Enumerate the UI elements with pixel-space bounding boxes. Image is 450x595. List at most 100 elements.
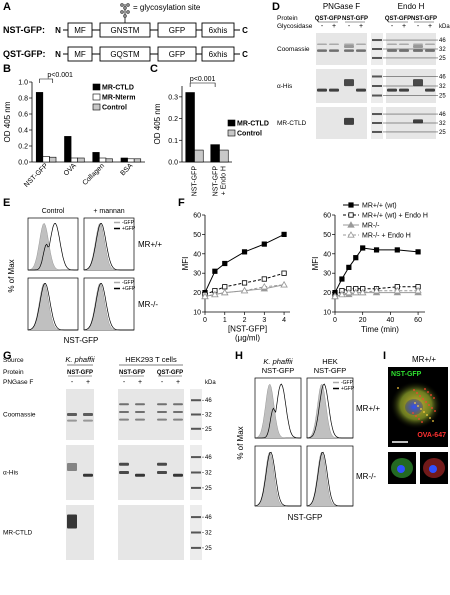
vesicle: [420, 408, 422, 410]
marker-label: 32: [439, 121, 446, 127]
y-axis-label: % of Max: [236, 426, 245, 459]
vesicle: [431, 407, 433, 409]
x-axis-label: NST-GFP: [64, 336, 99, 345]
y-axis-label: OD 405 nm: [153, 103, 162, 144]
marker-label: 25: [205, 486, 212, 492]
legend-marker: [348, 202, 354, 208]
domain-label: 6xhis: [209, 50, 228, 59]
vesicle: [415, 415, 417, 417]
x-tick-label: 2: [243, 317, 247, 324]
x-tick-label: 4: [282, 317, 286, 324]
vesicle: [412, 412, 414, 414]
bar: [99, 157, 107, 163]
vesicle: [421, 421, 423, 423]
protein-name: NST-GFP: [119, 370, 145, 376]
panel-label: E: [3, 197, 10, 209]
bar: [70, 157, 78, 163]
x-axis-label: NST-GFP: [288, 513, 323, 522]
protein-name: QST-GFP: [157, 370, 183, 376]
condition-protein: NST-GFP: [314, 366, 347, 375]
bar: [210, 144, 220, 163]
ladder-band: [372, 39, 382, 42]
panel-label: A: [3, 1, 11, 13]
marker: [393, 286, 402, 294]
x-tick-label: OVA: [63, 162, 78, 177]
condition-source: K. phaffii: [263, 357, 293, 366]
vesicle: [432, 420, 434, 422]
gel: [66, 445, 94, 500]
row-name: Coomassie: [277, 46, 310, 53]
protein-name: NST-GFP: [342, 16, 368, 22]
channel-label: OVA-647: [417, 432, 446, 439]
sign: -: [161, 379, 164, 386]
bar: [92, 152, 100, 163]
bar: [105, 158, 113, 163]
bar: [35, 92, 44, 163]
row-header: Glycosidase: [277, 23, 313, 30]
genotype-label: MR-/-: [138, 300, 158, 309]
band: [157, 418, 167, 421]
band: [399, 88, 409, 92]
vesicle: [434, 410, 436, 412]
y-tick-label: 0.6: [18, 112, 28, 119]
band: [157, 471, 167, 474]
condition-source: HEK: [322, 357, 337, 366]
ladder-band: [372, 122, 382, 124]
x-axis-label: [NST-GFP] (µg/ml): [228, 324, 267, 342]
legend-marker: [347, 231, 355, 238]
band: [317, 43, 327, 45]
marker: [360, 245, 366, 251]
marker-label: 25: [205, 546, 212, 552]
gel: [118, 389, 184, 440]
band: [135, 418, 145, 421]
y-tick-label: 0.1: [168, 138, 178, 145]
vesicle: [430, 394, 432, 396]
domain-label: GFP: [169, 26, 185, 35]
y-tick-label: 30: [193, 271, 201, 278]
marker: [352, 288, 360, 296]
histogram-plus: [28, 222, 78, 271]
y-tick-label: 0.3: [168, 94, 178, 101]
marker-label: 46: [205, 398, 212, 404]
bar: [49, 156, 57, 163]
legend-swatch: [92, 93, 101, 101]
ladder-band: [372, 130, 382, 133]
band: [413, 43, 423, 45]
x-tick-label: 60: [414, 317, 422, 324]
row-header: Protein: [3, 369, 24, 376]
y-tick-label: 60: [323, 213, 331, 220]
glycan-unit: [126, 3, 130, 7]
vesicle: [428, 404, 430, 406]
band: [356, 49, 366, 52]
legend-label: MR-/-: [362, 223, 380, 230]
glycan-unit: [120, 3, 124, 7]
ladder-band: [191, 427, 201, 430]
legend-label: -GFP: [122, 280, 135, 286]
band: [83, 473, 93, 477]
y-axis-label: % of Max: [7, 259, 16, 292]
row-name: α-His: [277, 83, 293, 90]
band: [387, 43, 397, 45]
domain-box: [201, 46, 235, 62]
condition-title: Control: [42, 208, 65, 215]
legend-label: +GFP: [122, 286, 136, 292]
band: [135, 410, 145, 413]
nucleus-small: [429, 465, 437, 473]
legend-marker: [347, 221, 355, 228]
genotype-label: MR+/+: [356, 404, 380, 413]
ladder-band: [191, 531, 201, 534]
marker: [211, 290, 219, 298]
channel-label: NST-GFP: [391, 371, 422, 378]
ladder-band: [372, 48, 382, 50]
domain-label: GQSTM: [110, 50, 140, 59]
legend-swatch: [92, 103, 101, 111]
legend-label: -GFP: [122, 220, 135, 226]
marker: [221, 288, 229, 296]
y-tick-label: 0.2: [18, 144, 28, 151]
bar: [42, 156, 50, 163]
y-tick-label: 40: [193, 251, 201, 258]
sign: +: [332, 23, 336, 30]
gel: [66, 505, 94, 560]
bar: [194, 149, 204, 163]
